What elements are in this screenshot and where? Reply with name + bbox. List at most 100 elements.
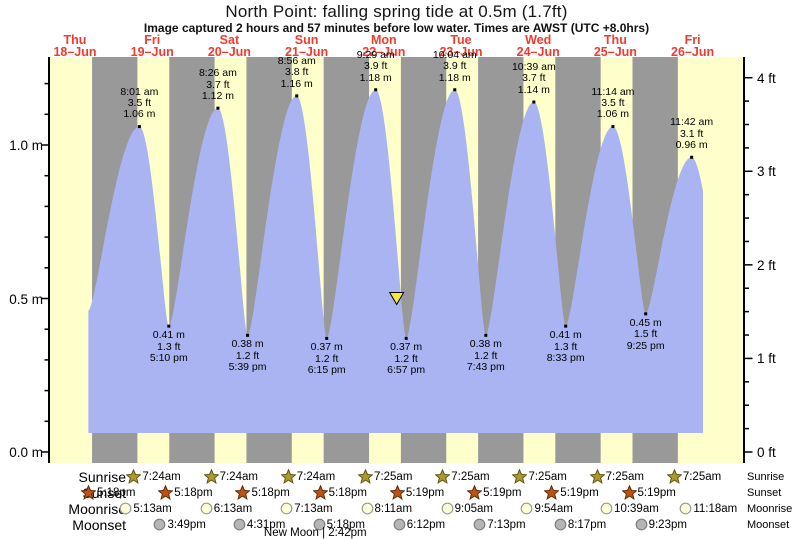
sunrise-star-icon — [203, 469, 219, 484]
sunrise-star-icon — [435, 469, 451, 484]
page-title: North Point: falling spring tide at 0.5m… — [225, 2, 568, 21]
sunset-star-icon — [544, 485, 560, 500]
day-label: Thu 18–Jun — [43, 34, 107, 58]
astro-entry: 5:18pm — [235, 485, 290, 500]
astro-entry: 7:24am — [203, 469, 258, 484]
tide-annotation-line: 1.2 ft — [394, 352, 418, 365]
sunrise-star-icon — [666, 469, 682, 484]
moonrise-icon — [200, 502, 213, 515]
tide-annotation-line: 8:56 am — [277, 54, 316, 67]
day-of-week: Fri — [144, 33, 161, 47]
day-date: 23–Jun — [439, 44, 483, 59]
astro-time: 9:23pm — [648, 518, 687, 531]
low-tide-annotation: 0.38 m 1.2 ft 5:39 pm — [215, 338, 281, 373]
tide-point-dot — [453, 88, 457, 92]
tide-point-dot — [404, 336, 408, 340]
day-of-week: Sun — [294, 33, 319, 47]
moonset-icon — [313, 518, 326, 531]
astro-entry: 8:11am — [361, 501, 412, 516]
tide-point-dot — [137, 125, 141, 129]
tide-annotation-line: 0.41 m — [152, 329, 185, 342]
day-of-week: Sat — [219, 33, 240, 47]
left-axis-tick — [41, 451, 48, 453]
right-axis-tick — [745, 357, 753, 360]
left-axis-tick — [44, 359, 48, 361]
right-axis-tick — [745, 264, 753, 266]
day-date: 20–Jun — [207, 44, 251, 59]
tide-point-dot — [644, 312, 648, 316]
left-axis-tick — [44, 174, 48, 177]
tide-annotation-line: 3.5 ft — [601, 96, 625, 109]
astro-entry: 5:13am — [119, 501, 172, 516]
day-of-week: Tue — [450, 33, 472, 47]
right-axis-tick — [745, 240, 749, 243]
low-tide-annotation: 0.37 m 1.2 ft 6:15 pm — [294, 341, 360, 376]
day-date: 21–Jun — [285, 44, 329, 59]
astro-entry: 5:18pm — [313, 517, 365, 532]
astro-entry: 6:13am — [200, 501, 252, 516]
tide-annotation-line: 3.1 ft — [679, 127, 704, 140]
day-date: 26–Jun — [671, 44, 715, 59]
tide-annotation-line: 0.37 m — [310, 341, 343, 354]
moonrise-icon — [280, 502, 293, 515]
astro-time: 7:13am — [294, 502, 333, 515]
high-tide-annotation: 8:26 am 3.7 ft 1.12 m — [185, 67, 251, 102]
axis-right — [743, 57, 745, 463]
day-date: 24–Jun — [516, 44, 560, 59]
right-axis-tick — [745, 451, 753, 453]
sunset-star-icon — [312, 485, 328, 500]
day-band — [50, 57, 93, 463]
astro-time: 5:18pm — [97, 486, 136, 499]
astro-row-label-right: Moonset — [747, 519, 790, 531]
astro-entry: 5:19pm — [621, 485, 676, 500]
astro-time: 5:19pm — [483, 486, 522, 499]
day-date: 19–Jun — [130, 44, 174, 59]
tide-annotation-line: 1.2 ft — [315, 352, 339, 365]
tide-point-dot — [611, 125, 615, 129]
astro-time: 7:25am — [374, 470, 413, 483]
astro-time: 11:18am — [693, 502, 738, 515]
astro-row-label-right: Sunset — [747, 487, 782, 499]
astro-entry: 9:54am — [520, 501, 573, 516]
astro-time: 10:39am — [614, 502, 659, 515]
left-axis-tick — [44, 82, 48, 85]
moonrise-icon — [600, 502, 613, 515]
tide-annotation-line: 1.3 ft — [157, 340, 181, 353]
astro-entry: 7:25am — [512, 469, 567, 484]
astro-time: 5:18pm — [328, 486, 367, 499]
day-label: Sun 21–Jun — [275, 33, 339, 59]
right-axis-tick — [745, 381, 749, 383]
astro-row-label-left: Sunset — [82, 485, 126, 501]
astro-row-label-left: Sunrise — [78, 469, 126, 485]
tide-annotation-line: 3.7 ft — [206, 78, 230, 91]
astro-time: 6:13am — [213, 502, 253, 515]
astro-time: 7:24am — [296, 470, 336, 483]
astro-time: 9:05am — [454, 502, 493, 515]
high-tide-annotation: 9:29 am 3.9 ft 1.18 m — [343, 48, 409, 84]
right-axis-tick — [745, 100, 749, 102]
astro-time: 5:13am — [133, 502, 172, 515]
day-of-week: Fri — [684, 33, 701, 47]
astro-time: 6:12pm — [406, 518, 446, 531]
day-date: 22–Jun — [362, 44, 406, 59]
moonset-icon — [473, 518, 486, 531]
tide-area — [88, 89, 703, 433]
astro-time: 7:25am — [682, 470, 722, 483]
astro-time: 7:25am — [451, 470, 490, 483]
astro-time: 5:18pm — [326, 518, 365, 531]
astro-entry: 5:19pm — [544, 485, 599, 500]
tide-annotation-line: 7:43 pm — [466, 361, 505, 374]
tide-annotation-line: 9:29 am — [356, 48, 395, 61]
left-axis-tick — [44, 328, 48, 330]
day-label: Fri 26–Jun — [661, 33, 725, 59]
astro-entry: 7:25am — [589, 469, 644, 484]
axis-left — [48, 57, 50, 463]
right-axis-tick — [745, 287, 749, 289]
left-axis-tick — [44, 267, 48, 269]
y-axis-label-left: 0.5 m — [9, 291, 43, 307]
astro-entry: 5:18pm — [81, 485, 135, 500]
tide-point-dot — [216, 106, 220, 110]
sunset-star-icon — [158, 485, 174, 500]
tide-point-dot — [374, 88, 378, 92]
